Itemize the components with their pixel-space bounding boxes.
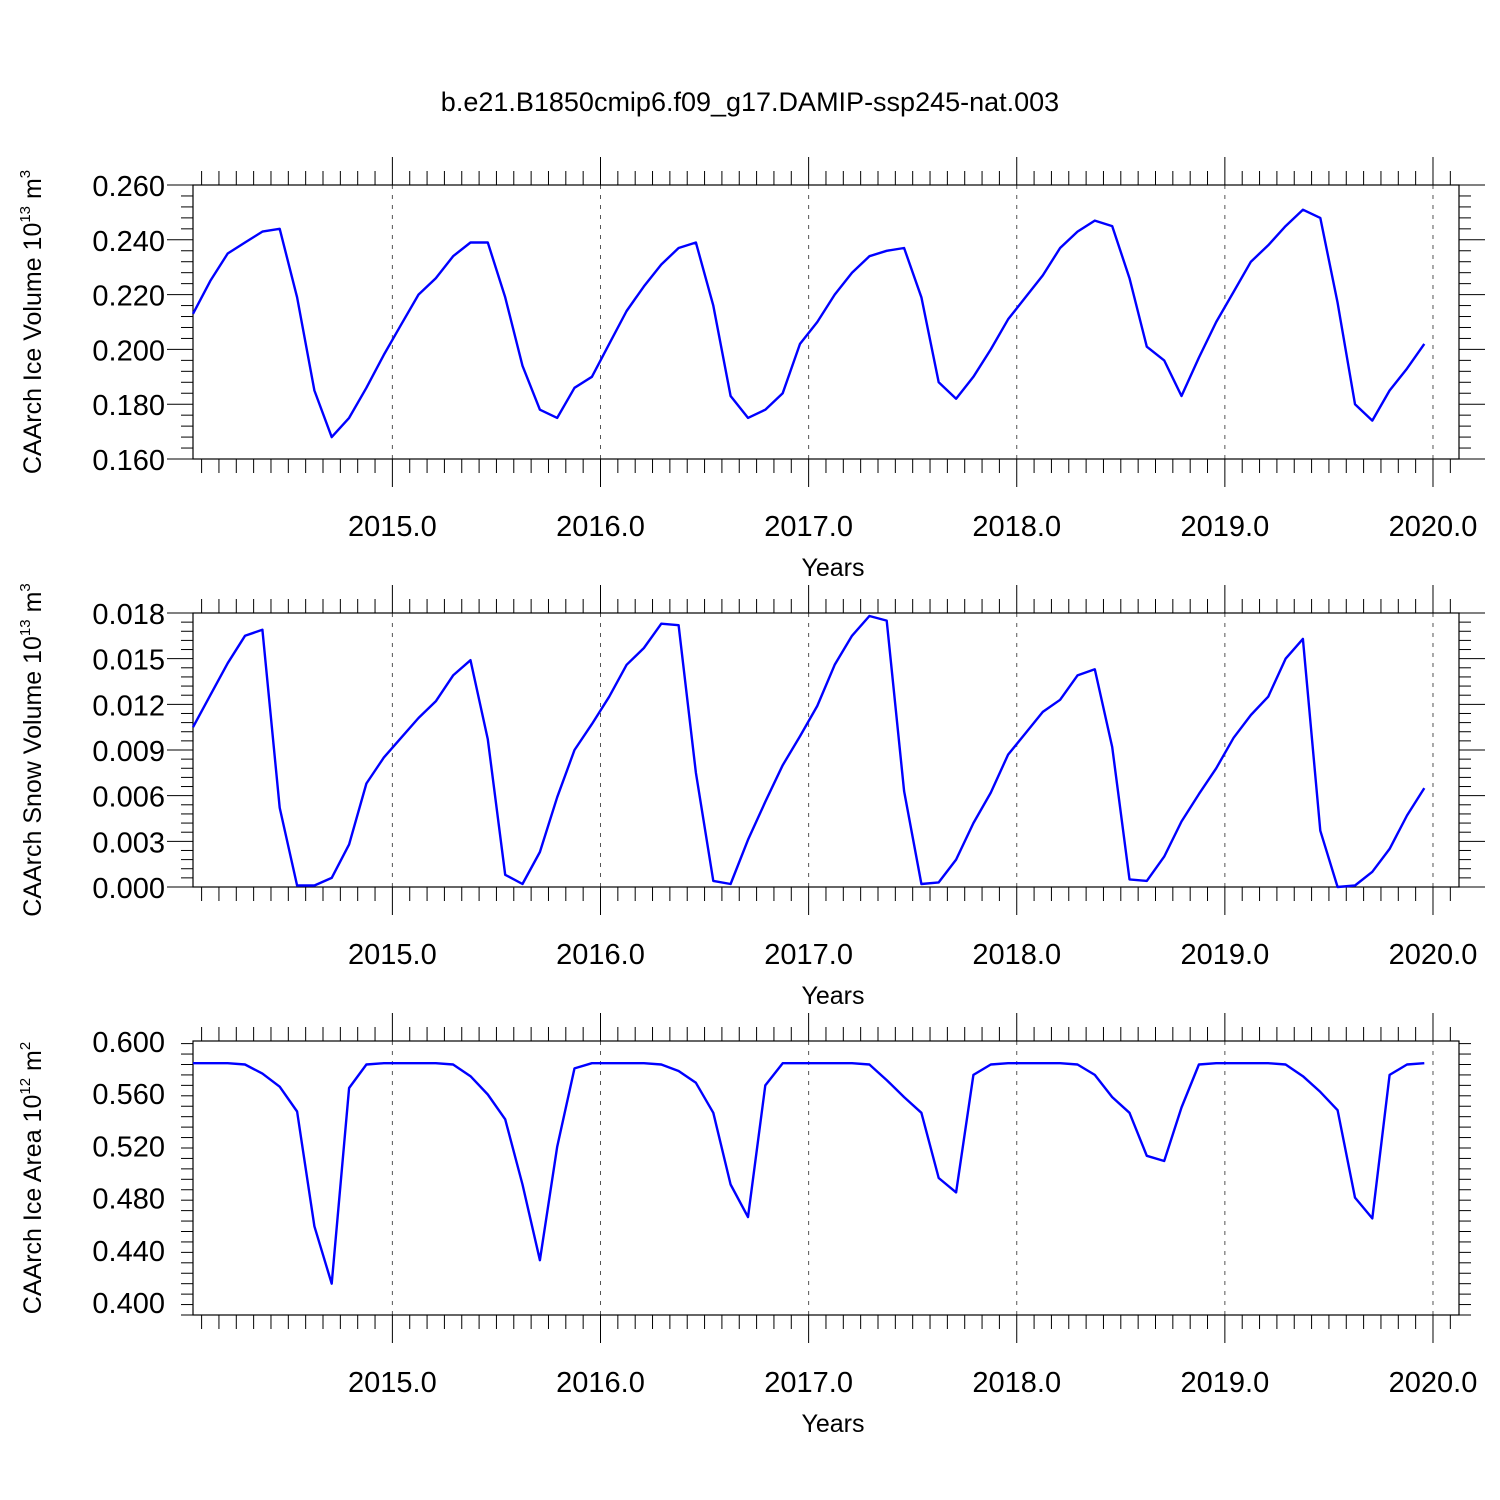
y-tick-label: 0.560 [92,1079,165,1111]
y-axis-title: CAArch Snow Volume 1013 m3 [17,583,47,917]
x-tick-label: 2018.0 [972,939,1061,971]
panel-ice-area: 2015.0 2016.0 2017.0 2018.0 2019.0 2020.0 Year… [17,1013,1477,1438]
x-tick-label: 2015.0 [348,511,437,543]
y-tick-label: 0.480 [92,1184,165,1216]
y-axis-title: CAArch Ice Volume 1013 m3 [17,170,47,474]
series-line-ice-volume [191,208,1426,439]
series-line-snow-volume [191,614,1426,889]
x-tick-label: 2020.0 [1389,1367,1478,1399]
x-tick-label: 2017.0 [764,1367,853,1399]
y-tick-label: 0.220 [92,281,165,313]
y-tick-label: 0.520 [92,1131,165,1163]
y-tick-label: 0.240 [92,226,165,258]
x-tick-label: 2020.0 [1389,511,1478,543]
y-tick-label: 0.015 [92,645,165,677]
x-tick-label: 2019.0 [1181,511,1270,543]
x-tick-label: 2018.0 [972,1367,1061,1399]
x-tick-label: 2015.0 [348,939,437,971]
x-tick-label: 2018.0 [972,511,1061,543]
x-tick-label: 2017.0 [764,511,853,543]
figure-title: b.e21.B1850cmip6.f09_g17.DAMIP-ssp245-na… [441,87,1059,117]
x-tick-label: 2016.0 [556,939,645,971]
y-tick-label: 0.000 [92,873,165,905]
x-axis-title: Years [801,554,864,582]
y-tick-label: 0.012 [92,690,165,722]
x-tick-label: 2017.0 [764,939,853,971]
plot-frame-snow-volume [192,612,1460,888]
panels: 2015.0 2016.0 2017.0 2018.0 2019.0 2020.0 Year… [17,157,1485,1438]
x-tick-label: 2016.0 [556,1367,645,1399]
x-tick-label: 2016.0 [556,511,645,543]
x-tick-label: 2019.0 [1181,939,1270,971]
y-tick-label: 0.003 [92,827,165,859]
plot-frame-ice-volume [192,184,1460,460]
x-tick-label: 2019.0 [1181,1367,1270,1399]
y-tick-label: 0.600 [92,1027,165,1059]
x-axis-title: Years [801,982,864,1010]
y-tick-label: 0.200 [92,335,165,367]
x-tick-label: 2015.0 [348,1367,437,1399]
x-axis-title: Years [801,1410,864,1438]
y-tick-label: 0.160 [92,445,165,477]
plot-frame-ice-area [192,1040,1460,1316]
y-tick-label: 0.400 [92,1288,165,1320]
y-tick-label: 0.009 [92,736,165,768]
y-tick-label: 0.440 [92,1236,165,1268]
panel-ice-volume: 2015.0 2016.0 2017.0 2018.0 2019.0 2020.0 Year… [17,157,1485,582]
y-tick-label: 0.006 [92,782,165,814]
x-tick-label: 2020.0 [1389,939,1478,971]
y-axis-title: CAArch Ice Area 1012 m2 [17,1042,47,1314]
y-tick-label: 0.260 [92,171,165,203]
series-line-ice-area [193,1061,1425,1285]
y-tick-label: 0.180 [92,390,165,422]
panel-snow-volume: 2015.0 2016.0 2017.0 2018.0 2019.0 2020.0 Year… [17,583,1485,1010]
y-tick-label: 0.018 [92,599,165,631]
